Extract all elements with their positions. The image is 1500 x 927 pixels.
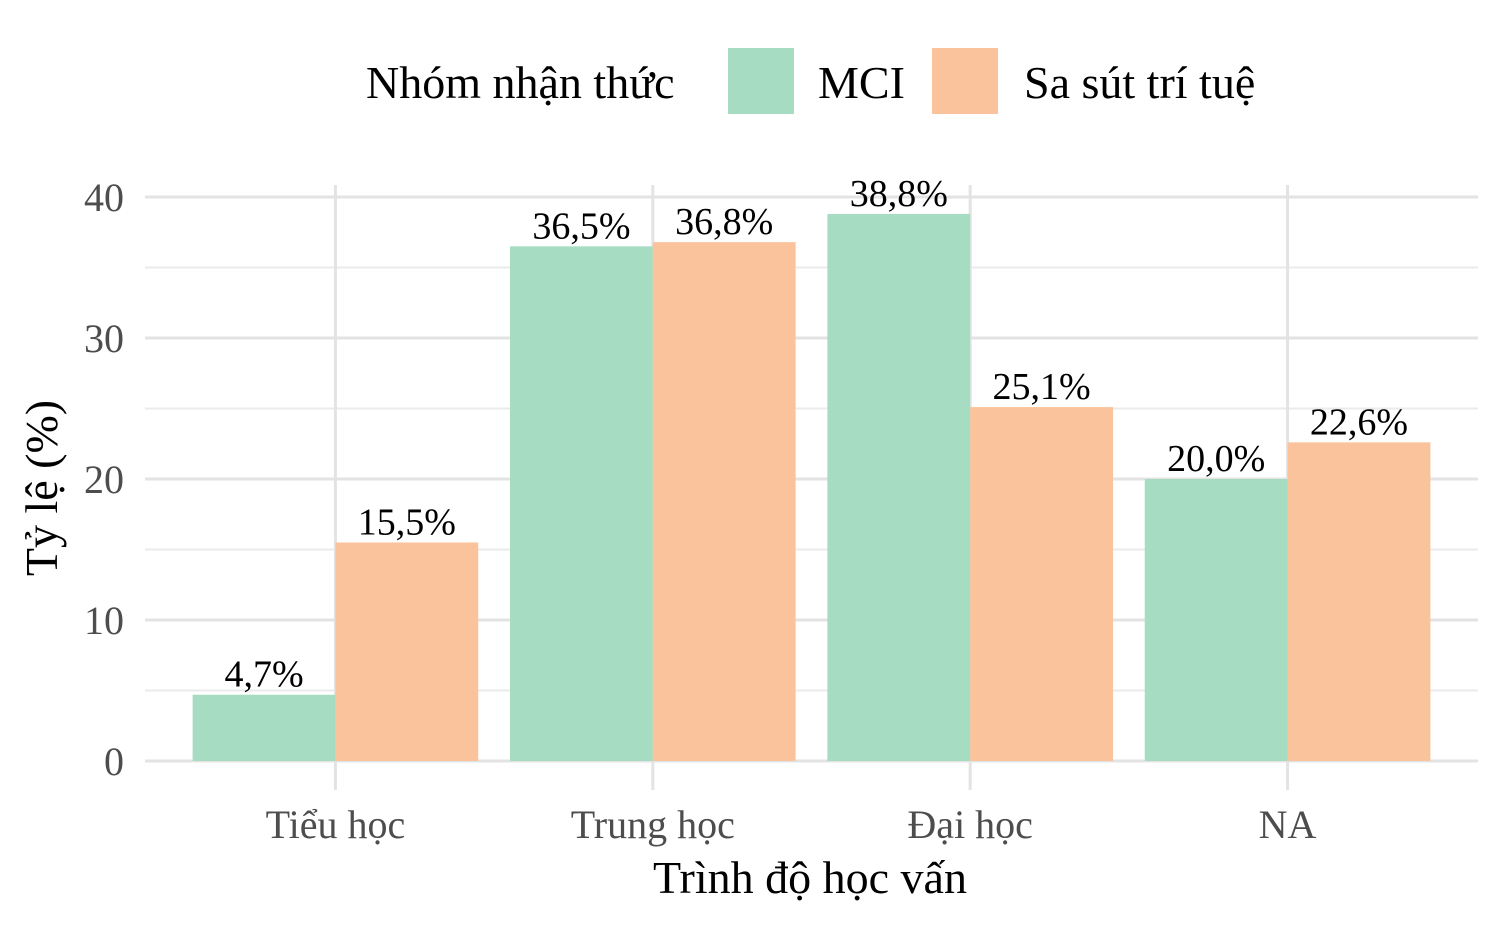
legend-title: Nhóm nhận thức	[366, 57, 675, 108]
y-tick-label: 40	[84, 175, 124, 220]
data-label: 36,5%	[532, 205, 630, 247]
y-axis-title: Tỷ lệ (%)	[16, 400, 67, 576]
bar-mci	[827, 213, 971, 762]
y-tick-label: 30	[84, 316, 124, 361]
y-tick-label: 0	[104, 739, 124, 784]
bar-dementia	[335, 542, 479, 761]
legend: Nhóm nhận thức MCI Sa sút trí tuệ	[366, 48, 1255, 114]
x-axis-ticks: Tiểu học Trung học Đại học NA	[266, 802, 1317, 847]
data-label: 22,6%	[1310, 401, 1408, 443]
bar-mci	[1144, 479, 1288, 761]
data-label: 4,7%	[224, 654, 303, 696]
legend-key-dementia	[932, 48, 998, 114]
bars	[192, 213, 1431, 762]
y-tick-label: 10	[84, 598, 124, 643]
x-tick-label: NA	[1259, 802, 1317, 847]
x-tick-label: Tiểu học	[266, 802, 406, 847]
bar-mci	[509, 246, 653, 762]
data-label: 15,5%	[358, 501, 456, 543]
data-label: 36,8%	[675, 201, 773, 243]
y-tick-label: 20	[84, 457, 124, 502]
legend-label-dementia: Sa sút trí tuệ	[1024, 57, 1255, 108]
legend-key-mci	[728, 48, 794, 114]
legend-label-mci: MCI	[818, 57, 905, 108]
x-axis-title: Trình độ học vấn	[653, 852, 967, 903]
bar-dementia	[1287, 442, 1431, 761]
x-tick-label: Đại học	[907, 802, 1033, 847]
bar-dementia	[652, 242, 796, 761]
bar-mci	[192, 694, 336, 761]
bar-dementia	[970, 407, 1114, 761]
data-label: 20,0%	[1167, 438, 1265, 480]
data-label: 25,1%	[993, 366, 1091, 408]
y-axis-ticks: 0 10 20 30 40	[84, 175, 124, 784]
bar-labels: 4,7% 36,5% 38,8% 20,0% 15,5% 36,8% 25,1% 22,6%	[224, 173, 1408, 696]
x-tick-label: Trung học	[571, 802, 735, 847]
data-label: 38,8%	[850, 173, 948, 215]
